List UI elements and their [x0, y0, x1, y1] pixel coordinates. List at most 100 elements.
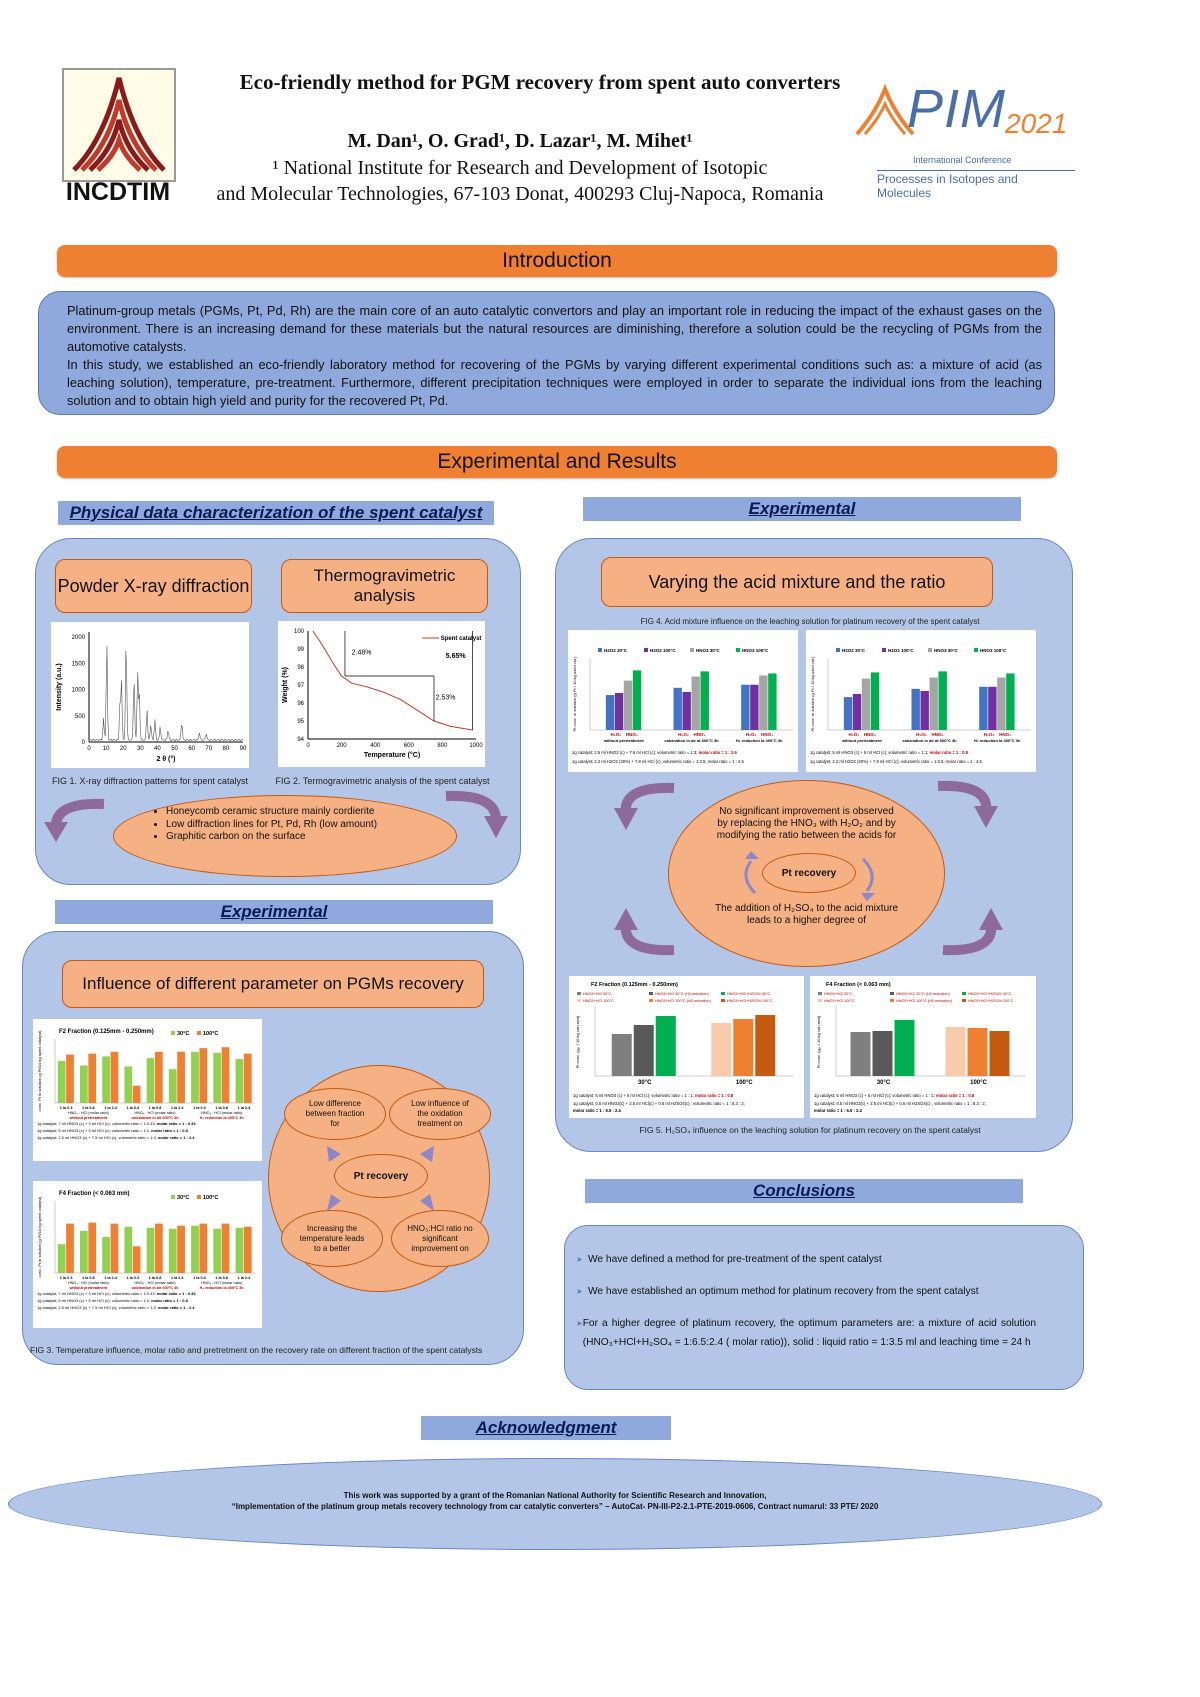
param-top-bar: [57, 1060, 66, 1103]
param-top-bar: [110, 1051, 119, 1103]
incdtim-logo: [62, 68, 176, 182]
param-top-bar: [124, 1066, 133, 1103]
cycle-node-bottom-left: Increasing the temperature leads to a be…: [281, 1210, 383, 1267]
introduction-header: Introduction: [57, 245, 1057, 277]
param-bottom-bar: [213, 1228, 222, 1273]
acid-left-bar: [700, 671, 709, 730]
poster-title: Eco-friendly method for PGM recovery fro…: [239, 70, 841, 94]
h2so4-left-legend-swatch: [577, 992, 581, 995]
param-top-x-tick: 1 la 2.4: [104, 1106, 118, 1110]
param-bottom-note: 1g catalyst; 7 ml HNO3 (c) + 3 ml HCl (c…: [37, 1291, 196, 1296]
fig4-caption: FIG 4. Acid mixture influence on the lea…: [640, 617, 980, 626]
summary-bullet: Low diffraction lines for Pt, Pd, Rh (lo…: [166, 819, 377, 832]
acid-left-bar: [759, 675, 768, 730]
parameter-influence-box: Influence of different parameter on PGMs…: [62, 960, 484, 1008]
h2so4-left-bar: [611, 1034, 632, 1076]
acid-right-group-label: H₂ reduction la 400°C 3h: [974, 738, 1021, 743]
h2so4-left-note-ratio: molar ratio = 1 : 0.8: [695, 1093, 734, 1098]
acid-right-group-label: without pretreatment: [841, 738, 882, 743]
param-bottom-group-head: HNO₃ : HCl (molar ratio): [68, 1281, 110, 1285]
param-bottom-note-ratio: molar ratio = 1 : 0.8: [151, 1298, 188, 1303]
tga-y-tick: 100: [294, 629, 305, 635]
xrd-x-tick: 90: [240, 746, 247, 752]
acid-left-legend-label: HNO3 30°C: [696, 648, 721, 653]
pim-conference-logo: PIM 2021 International Conference Proces…: [855, 79, 1075, 200]
acid-right-bar: [988, 686, 997, 730]
conclusion-item-1: ➤ We have defined a method for pre-treat…: [576, 1250, 1036, 1269]
h2so4-left-legend-label: HNO3+HCl 30°C (H2 reduction): [655, 992, 709, 996]
h2so4-left-bar: [711, 1023, 732, 1076]
acid-left-bar: [750, 684, 759, 730]
swoosh-arrow-left-1: [44, 798, 105, 842]
acid-chart-left: H2O2 30°C H2O2 100°C HNO3 30°C HNO3 100°C Pt…: [572, 648, 793, 764]
xrd-x-label: 2 θ (°): [156, 755, 175, 763]
h2so4-chart-right: 30°C 100°C F4 Fraction (< 0.063 mm) HNO3+HC…: [814, 982, 1026, 1113]
swoosh-arrow-right-2: [937, 780, 998, 828]
h2so4-right-legend-label: HNO3+HCl 100°C (H2 reduction): [896, 999, 953, 1003]
acid-cycle-text-top: No significant improvement is observed b…: [669, 806, 944, 842]
param-top-x-tick: 1 la 2.4: [171, 1106, 185, 1110]
intro-paragraph-2: In this study, we established an eco-fri…: [67, 357, 1042, 408]
tga-curve: [312, 630, 473, 731]
cycle-node-bottom-right-text: HNO₃:HCl ratio no significant improvemen…: [407, 1223, 473, 1253]
pim-logo-sub1: International Conference: [913, 155, 1012, 165]
param-top-bar: [177, 1051, 185, 1103]
xrd-y-tick: 1500: [72, 661, 86, 667]
h2so4-right-bar: [989, 1031, 1010, 1076]
param-top-bar: [235, 1059, 244, 1103]
param-top-bar: [146, 1058, 155, 1103]
param-top-bar: [168, 1069, 177, 1103]
conclusions-panel: [564, 1225, 1084, 1390]
acid-right-legend-label: H2O2 100°C: [888, 648, 914, 653]
xrd-y-label: Intensity (a.u.): [56, 663, 63, 710]
h2so4-right-title: F4 Fraction (< 0.063 mm): [826, 982, 891, 988]
param-top-note-ratio: molar ratio = 1 : 0.33: [157, 1121, 197, 1126]
acid-left-group-sub: HNO₃: [761, 732, 773, 737]
ack-line-1: This work was supported by a grant of th…: [343, 1491, 767, 1500]
h2so4-left-note: 1g catalyst; 0.5 ml HNO3(c) + 2.5 ml HCl…: [573, 1101, 745, 1106]
h2so4-left-legend-swatch: [649, 992, 653, 995]
h2so4-left-y-label: Pt conc. (gₚₜ / 10 kg cat used): [575, 1015, 580, 1068]
xrd-y-tick: 1000: [72, 688, 86, 694]
h2so4-right-note: molar ratio = 1 : 6.5 : 2.4: [814, 1108, 862, 1113]
param-top-bar: [66, 1054, 74, 1103]
acknowledgment-ellipse: This work was supported by a grant of th…: [8, 1458, 1102, 1550]
tga-y-tick: 95: [297, 719, 304, 725]
param-top-bar: [132, 1085, 141, 1103]
param-top-group-label: H₂ reduction la 400°C 3h: [200, 1116, 245, 1120]
acid-right-legend-swatch: [836, 648, 840, 652]
tga-x-tick: 600: [404, 743, 415, 749]
poster-affiliation-1: ¹ National Institute for Research and De…: [272, 157, 768, 179]
acid-left-bar: [605, 695, 615, 730]
acid-right-bar: [938, 671, 947, 730]
cycle-node-top-right-text: Low influence of the oxidation treatment…: [411, 1099, 469, 1128]
acid-left-legend-swatch: [690, 648, 694, 652]
xrd-x-tick: 20: [120, 746, 127, 752]
h2so4-right-bar: [850, 1032, 871, 1076]
tga-y-tick: 99: [297, 647, 304, 653]
h2so4-right-legend-swatch: [890, 992, 894, 995]
h2so4-right-bar: [894, 1020, 915, 1076]
param-top-x-tick: 1 la 0.8: [149, 1106, 162, 1110]
acid-left-group-label: without pretreatment: [603, 738, 644, 743]
tga-y-tick: 97: [297, 683, 304, 689]
xrd-x-tick: 60: [188, 746, 195, 752]
acid-right-legend-swatch: [974, 648, 978, 652]
xrd-x-tick: 0: [87, 746, 91, 752]
acid-cycle-text-bottom: The addition of H₂SO₄ to the acid mixtur…: [669, 903, 944, 927]
h2so4-right-note: 1g catalyst; 5 ml HNO3 (c) + 5 ml HCl (c…: [814, 1093, 975, 1098]
acid-left-note: 1g catalyst; 2.2 ml H2O2 (30%) + 7.8 ml …: [572, 759, 745, 764]
h2so4-right-bar: [945, 1027, 966, 1076]
param-bottom-legend-label: 30°C: [177, 1195, 189, 1201]
h2so4-left-legend-label: HNO3+HCl 100°C (H2 reduction): [655, 999, 712, 1003]
tga-x-tick: 400: [370, 743, 381, 749]
param-bottom-x-tick: 1 la 0.3: [126, 1276, 139, 1280]
intro-paragraph-1: Platinum-group metals (PGMs, Pt, Pd, Rh)…: [67, 303, 1042, 354]
param-bottom-note-ratio: molar ratio = 1 : 0.33: [157, 1291, 197, 1296]
acid-left-bar: [682, 691, 691, 730]
param-top-x-tick: 1 la 0.3: [193, 1106, 206, 1110]
acid-left-note: 1g catalyst; 2.5 ml HNO3 (c) + 7.5 ml HC…: [572, 750, 738, 755]
acid-right-group-sub: HNO₃: [999, 732, 1011, 737]
acid-right-bar: [920, 690, 929, 730]
acid-cycle-center-text: Pt recovery: [781, 867, 837, 879]
